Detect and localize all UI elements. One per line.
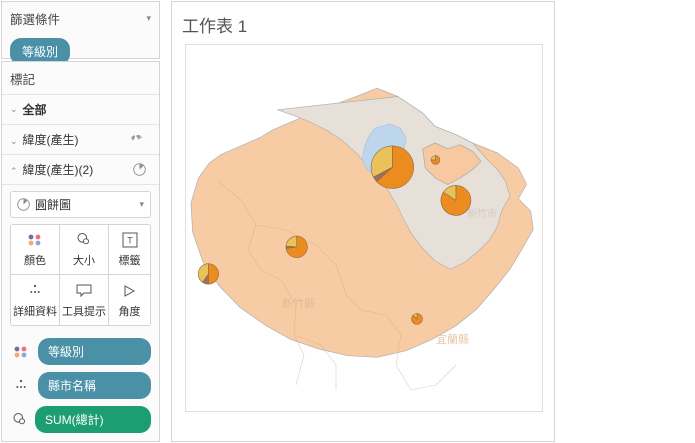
svg-text:宜蘭縣: 宜蘭縣 — [436, 332, 469, 346]
svg-text:新竹市: 新竹市 — [467, 207, 497, 220]
svg-text:T: T — [127, 236, 133, 246]
svg-text:新竹縣: 新竹縣 — [282, 296, 315, 310]
